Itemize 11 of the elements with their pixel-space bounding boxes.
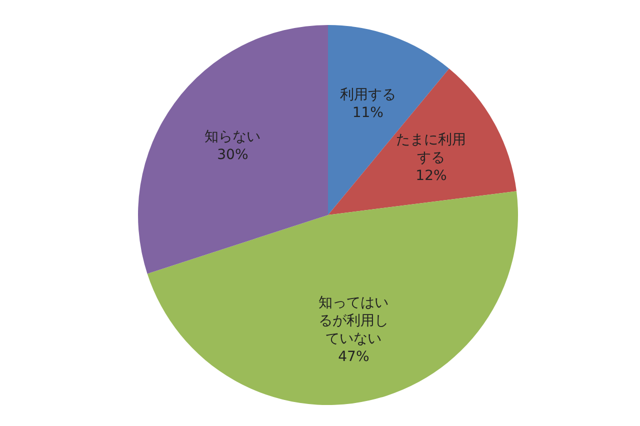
slice-label: 知ってはいるが利用していない [318,294,389,347]
pie-slice [147,191,518,405]
pie-slice [328,68,516,215]
slice-label: たまに利用する [396,132,466,166]
data-label: 11% [352,105,384,122]
slice-label: 知らない [204,128,261,145]
data-label: 30% [217,146,248,163]
data-label: 47% [338,348,370,365]
pie-slice [138,25,328,274]
data-label: 12% [416,168,447,184]
slice-label: 利用する [340,87,396,104]
